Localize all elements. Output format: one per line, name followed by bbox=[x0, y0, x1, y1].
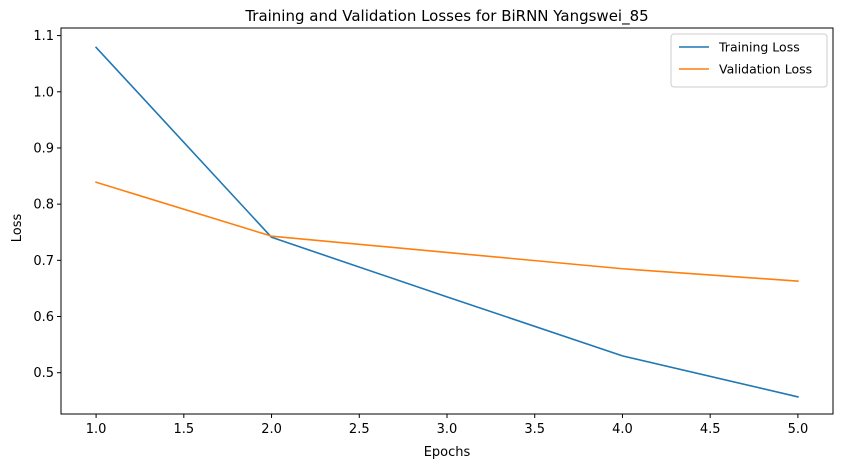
plot-frame bbox=[60, 27, 834, 415]
x-axis-ticks: 1.0 1.5 2.0 2.5 3.0 3.5 4.0 4.5 5.0 bbox=[86, 414, 809, 437]
legend: Training Loss Validation Loss bbox=[670, 33, 828, 88]
x-tick-label: 5.0 bbox=[788, 422, 809, 437]
x-tick-label: 4.0 bbox=[612, 422, 633, 437]
y-tick-label: 0.8 bbox=[33, 198, 54, 213]
y-tick-label: 0.6 bbox=[33, 310, 54, 325]
x-tick-label: 2.0 bbox=[261, 422, 282, 437]
y-axis-title: Loss bbox=[10, 214, 25, 243]
series-line-training-loss bbox=[94, 46, 799, 398]
y-axis-ticks: 0.5 0.6 0.7 0.8 0.9 1.0 1.1 bbox=[33, 29, 61, 381]
series-line-validation-loss bbox=[95, 181, 799, 282]
x-tick-label: 1.5 bbox=[173, 422, 194, 437]
y-tick-label: 0.5 bbox=[33, 366, 54, 381]
x-tick-label: 4.5 bbox=[700, 422, 721, 437]
y-tick-label: 1.0 bbox=[33, 85, 54, 100]
plot-area bbox=[61, 28, 833, 414]
series-lines bbox=[94, 46, 799, 398]
x-tick-label: 3.0 bbox=[437, 422, 458, 437]
x-tick-label: 2.5 bbox=[349, 422, 370, 437]
chart-title: Training and Validation Losses for BiRNN… bbox=[244, 7, 648, 26]
legend-box bbox=[670, 33, 828, 88]
x-tick-label: 3.5 bbox=[524, 422, 545, 437]
y-tick-label: 0.7 bbox=[33, 254, 54, 269]
y-tick-label: 1.1 bbox=[33, 29, 54, 44]
y-tick-label: 0.9 bbox=[33, 141, 54, 156]
x-tick-label: 1.0 bbox=[86, 422, 107, 437]
x-axis-title: Epochs bbox=[424, 445, 471, 460]
legend-label: Training Loss bbox=[718, 40, 800, 55]
legend-label: Validation Loss bbox=[719, 62, 812, 77]
